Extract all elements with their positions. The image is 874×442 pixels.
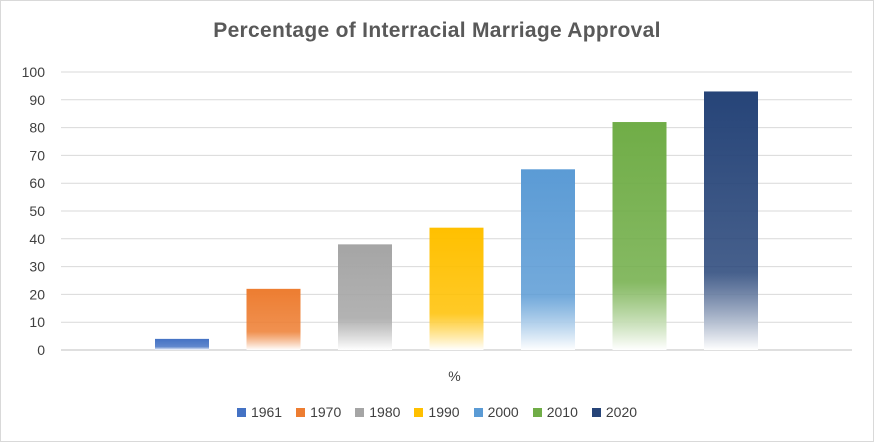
legend-item-1961: 1961	[236, 404, 283, 420]
x-axis-title: %	[448, 368, 460, 384]
y-tick-label: 50	[29, 203, 45, 219]
legend-item-1990: 1990	[414, 404, 460, 420]
bar-2020	[704, 91, 758, 351]
y-tick-label: 90	[29, 92, 45, 108]
legend-item-2000: 2000	[473, 404, 519, 420]
legend-swatch	[532, 407, 542, 417]
legend-swatch	[591, 407, 601, 417]
legend-label: 2010	[546, 404, 578, 420]
bar-1970	[246, 288, 301, 350]
legend-swatch	[473, 407, 483, 417]
legend-item-2010: 2010	[532, 404, 578, 420]
legend: 1961 1970 1980 1990 2000 2010 2020	[1, 404, 873, 420]
bar-2010	[612, 122, 667, 350]
legend-label: 1980	[369, 404, 401, 420]
legend-label: 1961	[250, 404, 283, 420]
legend-label: 1990	[428, 404, 460, 420]
y-tick-label: 30	[29, 259, 45, 275]
y-tick-label: 80	[29, 120, 45, 136]
legend-label: 2000	[487, 404, 519, 420]
legend-swatch	[355, 407, 365, 417]
y-tick-label: 60	[29, 175, 45, 191]
chart-title: Percentage of Interracial Marriage Appro…	[213, 19, 661, 42]
y-tick-label: 40	[29, 231, 45, 247]
y-tick-label: 10	[29, 314, 45, 330]
bar-1980	[338, 244, 392, 350]
legend-swatch	[414, 407, 424, 417]
legend-label: 2020	[605, 404, 638, 420]
bar-1961	[155, 338, 209, 350]
legend-item-1980: 1980	[355, 404, 400, 420]
y-tick-label: 0	[37, 342, 45, 358]
legend-label: 1970	[310, 404, 342, 420]
y-tick-label: 20	[29, 286, 45, 302]
legend-swatch	[296, 407, 306, 417]
plot-area: 0 10 20 30 40 50 60 70 80 90 100%	[22, 64, 852, 384]
legend-item-2020: 2020	[591, 404, 638, 420]
bar-1990	[429, 227, 484, 350]
y-tick-label: 70	[29, 147, 45, 163]
bar-2000	[521, 169, 575, 350]
y-tick-label: 100	[22, 64, 46, 80]
legend-item-1970: 1970	[296, 404, 341, 420]
legend-swatch	[236, 407, 246, 417]
